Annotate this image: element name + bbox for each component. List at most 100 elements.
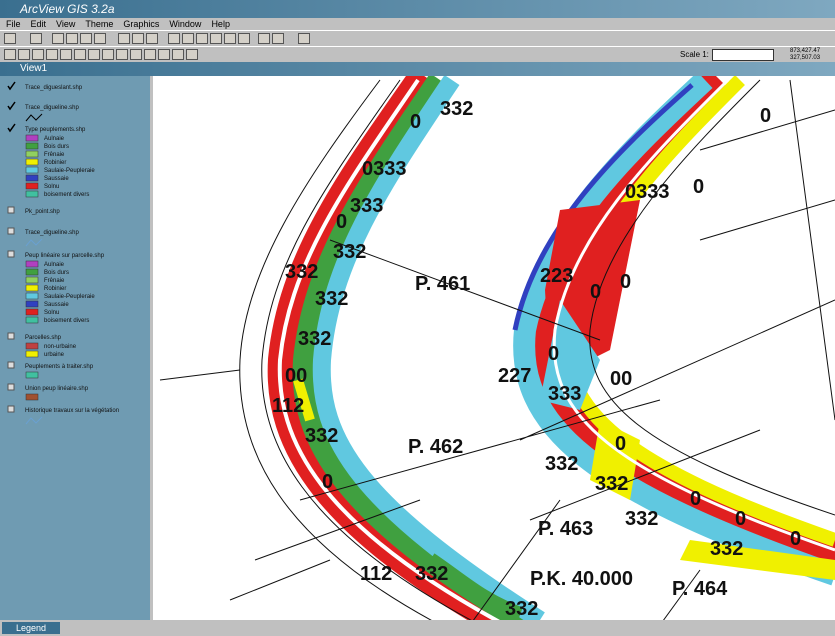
menu-item[interactable]: View (56, 19, 76, 29)
checkbox[interactable] (7, 227, 15, 235)
tool-button[interactable] (18, 49, 30, 60)
tool-button[interactable] (80, 33, 92, 44)
map-label: 332 (315, 288, 348, 310)
checkbox[interactable] (7, 383, 15, 391)
map-label: P. 462 (408, 436, 463, 458)
checkbox[interactable] (7, 332, 15, 340)
swatch (25, 316, 39, 324)
map-label: 0 (590, 281, 601, 303)
tool-button[interactable] (30, 33, 42, 44)
title-bar: ArcView GIS 3.2a (0, 0, 835, 18)
band (293, 378, 315, 422)
swatch (25, 174, 39, 182)
map-label: 332 (440, 98, 473, 120)
menu-item[interactable]: Help (211, 19, 230, 29)
tool-button[interactable] (74, 49, 86, 60)
band (519, 76, 835, 579)
tool-button[interactable] (52, 33, 64, 44)
tool-button[interactable] (258, 33, 270, 44)
theme-name: Trace_digueslant.shp (25, 85, 83, 91)
taskbar-item[interactable]: Legend (2, 622, 60, 634)
checkbox[interactable] (7, 405, 15, 413)
tool-button[interactable] (196, 33, 208, 44)
theme-name: Peup linéaire sur parcelle.shp (25, 253, 105, 259)
map-label: 0 (735, 508, 746, 530)
tool-button[interactable] (32, 49, 44, 60)
map-label: 112 (360, 563, 392, 585)
swatch (25, 190, 39, 198)
tool-button[interactable] (210, 33, 222, 44)
tool-button[interactable] (168, 33, 180, 44)
tool-button[interactable] (94, 33, 106, 44)
scale-input[interactable] (712, 49, 774, 61)
class-name: Aulnaie (44, 262, 65, 268)
map-label: 332 (285, 261, 318, 283)
tool-button[interactable] (116, 49, 128, 60)
menu-item[interactable]: File (6, 19, 21, 29)
map-label: 0 (620, 271, 631, 293)
theme-name: Type peuplements.shp (25, 127, 86, 133)
checkbox[interactable] (7, 250, 15, 258)
tool-button[interactable] (66, 33, 78, 44)
tool-button[interactable] (182, 33, 194, 44)
tool-button[interactable] (272, 33, 284, 44)
tool-button[interactable] (186, 49, 198, 60)
tool-button[interactable] (46, 49, 58, 60)
map-label: 0 (410, 111, 421, 133)
view-title: View1 (20, 63, 48, 74)
tool-button[interactable] (172, 49, 184, 60)
swatch (25, 150, 39, 158)
class-name: urbaine (44, 352, 65, 358)
tool-button[interactable] (224, 33, 236, 44)
tool-button[interactable] (130, 49, 142, 60)
map-label: 0333 (625, 181, 670, 203)
theme-name: Trace_digueline.shp (25, 105, 79, 111)
checkbox[interactable] (7, 361, 15, 369)
menu-item[interactable]: Window (169, 19, 202, 29)
tool-button[interactable] (158, 49, 170, 60)
swatch (25, 142, 39, 150)
map-label: 00 (285, 365, 307, 387)
tool-button[interactable] (4, 49, 16, 60)
map-label: P. 463 (538, 518, 593, 540)
swatch (25, 292, 39, 300)
tool-button[interactable] (60, 49, 72, 60)
tool-button[interactable] (146, 33, 158, 44)
tool-button[interactable] (102, 49, 114, 60)
map-label: 332 (298, 328, 331, 350)
band (512, 83, 694, 331)
map-label: 0 (548, 343, 559, 365)
menu-item[interactable]: Graphics (123, 19, 160, 29)
checkmark (7, 81, 16, 91)
tool-button[interactable] (88, 49, 100, 60)
tool-button[interactable] (298, 33, 310, 44)
map-label: 223 (540, 265, 573, 287)
swatch (25, 158, 39, 166)
map-label: 333 (548, 383, 581, 405)
map-label: 112 (272, 395, 304, 417)
checkbox[interactable] (7, 206, 15, 214)
theme-name: Historique travaux sur la végétation (25, 408, 119, 414)
map-label: 332 (333, 241, 366, 263)
map-label: 332 (625, 508, 658, 530)
tool-button[interactable] (144, 49, 156, 60)
map-label: 227 (498, 365, 531, 387)
swatch (25, 308, 39, 316)
line-symbol (25, 113, 43, 122)
menu-item[interactable]: Theme (85, 19, 114, 29)
tool-button[interactable] (238, 33, 250, 44)
menu-item[interactable]: Edit (30, 19, 47, 29)
tool-button[interactable] (4, 33, 16, 44)
tool-button[interactable] (118, 33, 130, 44)
tool-button[interactable] (132, 33, 144, 44)
dyke-line (552, 78, 835, 552)
legend-panel: Trace_digueslant.shp Trace_digueline.shp T… (0, 76, 153, 620)
window-title: ArcView GIS 3.2a (20, 2, 115, 16)
theme-name: Pk_point.shp (25, 209, 60, 215)
class-name: Aulnaie (44, 136, 65, 142)
theme-name: Parcelles.shp (25, 335, 62, 341)
class-name: boisement divers (44, 192, 89, 198)
band (513, 76, 835, 586)
